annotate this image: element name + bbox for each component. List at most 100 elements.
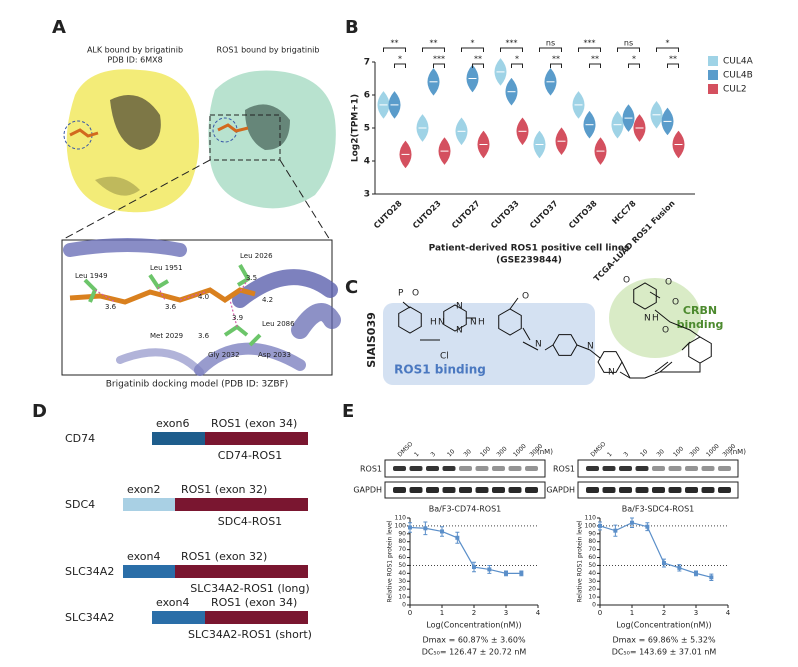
ros1-segment	[175, 565, 308, 578]
lane-label: 10	[446, 448, 456, 458]
bracket	[433, 63, 445, 68]
band	[685, 466, 698, 471]
y-tick-label: 20	[588, 586, 596, 593]
bracket	[422, 47, 445, 52]
significance: *	[515, 55, 519, 64]
y-tick-label: 40	[588, 570, 596, 577]
y-tick-label: 5	[364, 124, 370, 134]
unit-label: (nM)	[730, 448, 746, 456]
x-axis-label: Patient-derived ROS1 positive cell lines	[429, 244, 630, 254]
y-tick-label: 110	[395, 515, 407, 522]
atom: H	[478, 318, 485, 328]
y-tick-label: 30	[398, 578, 406, 585]
x-tick-label: TCGA-LUAD ROS1 Fusion	[592, 199, 677, 284]
exon-label: exon4	[127, 550, 160, 563]
zoom-box	[209, 114, 281, 161]
bracket	[667, 63, 679, 68]
y-tick-label: 4	[364, 157, 370, 167]
exon-label: exon4	[156, 596, 189, 609]
residue-labels: Leu 1949 Leu 1951 Leu 2026 Met 2029 Leu …	[75, 252, 295, 359]
atom: N	[470, 318, 477, 328]
exon-label: exon6	[156, 417, 189, 430]
crbn-region	[609, 278, 701, 358]
bracket	[500, 47, 523, 52]
lane-label: 10	[639, 448, 649, 458]
y-tick-label: 50	[588, 562, 596, 569]
ros1-label: ROS1 (exon 34)	[211, 417, 297, 430]
fusion-label: SLC34A2-ROS1 (short)	[188, 628, 312, 641]
partner-exon	[123, 565, 175, 578]
ros1-region	[383, 303, 595, 385]
y-tick-label: 20	[398, 586, 406, 593]
point	[709, 575, 714, 580]
y-axis-label: Log2(TPM+1)	[351, 94, 361, 162]
band	[602, 466, 616, 471]
bracket	[589, 63, 601, 68]
significance: ns	[546, 39, 555, 48]
distance-label: 3.9	[232, 314, 243, 322]
y-tick-label: 30	[588, 578, 596, 585]
ring	[498, 308, 522, 336]
residue-label: Leu 2086	[262, 320, 295, 328]
y-axis-label: Relative ROS1 protein level	[387, 520, 394, 602]
ros1-title: ROS1 bound by brigatinib	[217, 46, 320, 55]
ros1-segment	[205, 432, 308, 445]
gene-label: CD74	[65, 432, 95, 445]
row-label: ROS1	[553, 465, 575, 474]
x-tick-label: 2	[662, 609, 666, 617]
lane-label: 30	[463, 448, 473, 458]
atom: N	[587, 342, 594, 352]
unit-label: (nM)	[537, 448, 553, 456]
x-axis-label: (GSE239844)	[496, 256, 562, 266]
atom: H	[652, 314, 659, 324]
panel-label: B	[345, 17, 359, 38]
y-tick-label: 110	[585, 515, 597, 522]
ring	[597, 351, 623, 373]
panel-label: A	[52, 17, 66, 38]
lane-label: 100	[479, 445, 492, 458]
residue-label: Leu 1949	[75, 272, 108, 280]
significance: **	[391, 39, 399, 48]
blot-frame	[384, 481, 546, 499]
zoom-line	[61, 159, 211, 241]
y-tick-label: 100	[395, 522, 407, 529]
ros1-label: ROS1 (exon 32)	[181, 550, 267, 563]
distance-label: 4.0	[198, 293, 209, 301]
bracket	[539, 47, 562, 52]
legend-swatch	[708, 56, 718, 66]
x-tick-label: CUTO28	[372, 199, 404, 231]
legend-label: CUL2	[723, 85, 747, 95]
atom: N	[456, 302, 463, 312]
bracket	[383, 47, 406, 52]
compound-name: SIAIS039	[365, 312, 378, 368]
atom: O	[623, 276, 630, 286]
lane-label: 1000	[705, 443, 721, 459]
band	[619, 487, 632, 493]
residue-label: Asp 2033	[258, 351, 291, 359]
lane-label: DMSO	[590, 440, 608, 458]
y-tick-label: 0	[402, 602, 406, 609]
y-tick-label: 60	[398, 554, 406, 561]
annotation: DC₅₀= 126.47 ± 20.72 nM	[422, 648, 527, 657]
point	[662, 561, 666, 566]
band	[718, 466, 731, 471]
atom: N	[535, 340, 542, 350]
panel-label: D	[32, 401, 47, 422]
blot-frame	[577, 481, 739, 499]
partner-exon	[123, 498, 175, 511]
residue-label: Leu 2026	[240, 252, 273, 260]
significance: *	[471, 39, 475, 48]
significance: ***	[433, 55, 445, 64]
band	[492, 466, 505, 471]
residue-label: Met 2029	[150, 332, 183, 340]
y-tick-label: 50	[398, 562, 406, 569]
blot-caption: Ba/F3-SDC4-ROS1	[622, 505, 695, 514]
significance: *	[666, 39, 670, 48]
ring	[633, 282, 657, 310]
atom: N	[608, 368, 615, 378]
band	[652, 466, 665, 471]
bracket	[628, 63, 640, 68]
partner-exon	[152, 432, 205, 445]
docking-caption: Brigatinib docking model (PDB ID: 3ZBF)	[106, 380, 289, 390]
